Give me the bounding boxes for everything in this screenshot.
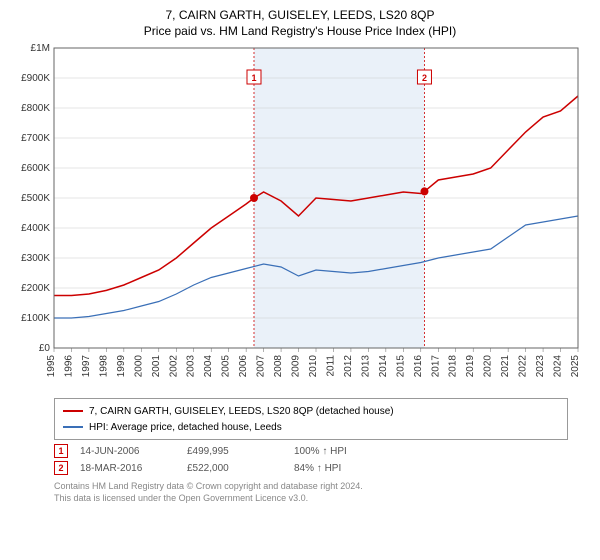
svg-text:£600K: £600K (21, 163, 50, 174)
svg-text:£1M: £1M (31, 43, 50, 54)
sale-price: £499,995 (187, 446, 282, 457)
sale-row-2: 2 18-MAR-2016 £522,000 84% ↑ HPI (54, 461, 588, 475)
legend-swatch (63, 426, 83, 428)
svg-text:1998: 1998 (98, 355, 109, 378)
svg-text:£400K: £400K (21, 223, 50, 234)
sale-pct: 100% ↑ HPI (294, 446, 389, 457)
sale-badge: 1 (54, 444, 68, 458)
svg-text:2014: 2014 (378, 355, 389, 378)
sale-date: 18-MAR-2016 (80, 463, 175, 474)
svg-text:2015: 2015 (395, 355, 406, 378)
svg-text:2019: 2019 (465, 355, 476, 378)
svg-text:£200K: £200K (21, 283, 50, 294)
sale-pct: 84% ↑ HPI (294, 463, 389, 474)
svg-text:1997: 1997 (81, 355, 92, 378)
svg-text:£800K: £800K (21, 103, 50, 114)
svg-text:2006: 2006 (238, 355, 249, 378)
svg-text:2000: 2000 (133, 355, 144, 378)
svg-text:1996: 1996 (63, 355, 74, 378)
svg-text:2011: 2011 (325, 355, 336, 377)
legend-label: HPI: Average price, detached house, Leed… (89, 422, 282, 433)
svg-text:£300K: £300K (21, 253, 50, 264)
svg-text:2021: 2021 (500, 355, 511, 378)
legend-label: 7, CAIRN GARTH, GUISELEY, LEEDS, LS20 8Q… (89, 406, 394, 417)
svg-text:2022: 2022 (518, 355, 529, 378)
page-subtitle: Price paid vs. HM Land Registry's House … (12, 24, 588, 38)
legend: 7, CAIRN GARTH, GUISELEY, LEEDS, LS20 8Q… (54, 398, 568, 440)
sale-badge: 2 (54, 461, 68, 475)
footer-line-1: Contains HM Land Registry data © Crown c… (54, 481, 588, 493)
svg-text:2016: 2016 (413, 355, 424, 378)
chart: £0 £100K £200K £300K £400K £500K £600K £700K £80… (12, 42, 588, 392)
svg-text:2020: 2020 (483, 355, 494, 378)
footer-line-2: This data is licensed under the Open Gov… (54, 493, 588, 505)
svg-text:2009: 2009 (291, 355, 302, 378)
svg-text:2008: 2008 (273, 355, 284, 378)
svg-text:£0: £0 (39, 343, 51, 354)
svg-text:2017: 2017 (430, 355, 441, 378)
sale-date: 14-JUN-2006 (80, 446, 175, 457)
svg-text:1999: 1999 (116, 355, 127, 378)
svg-text:2: 2 (422, 73, 427, 83)
legend-swatch (63, 410, 83, 412)
svg-text:2024: 2024 (553, 355, 564, 378)
svg-text:£100K: £100K (21, 313, 50, 324)
legend-item-property: 7, CAIRN GARTH, GUISELEY, LEEDS, LS20 8Q… (63, 403, 559, 419)
svg-text:2013: 2013 (360, 355, 371, 378)
svg-text:£500K: £500K (21, 193, 50, 204)
svg-text:2010: 2010 (308, 355, 319, 378)
legend-item-hpi: HPI: Average price, detached house, Leed… (63, 419, 559, 435)
svg-text:£700K: £700K (21, 133, 50, 144)
svg-text:2003: 2003 (186, 355, 197, 378)
svg-text:2025: 2025 (570, 355, 581, 378)
svg-text:£900K: £900K (21, 73, 50, 84)
svg-text:2012: 2012 (343, 355, 354, 378)
footer: Contains HM Land Registry data © Crown c… (54, 481, 588, 504)
svg-text:2005: 2005 (221, 355, 232, 378)
svg-text:2002: 2002 (168, 355, 179, 378)
svg-text:1: 1 (251, 73, 256, 83)
svg-text:2018: 2018 (448, 355, 459, 378)
svg-text:2023: 2023 (535, 355, 546, 378)
svg-text:2007: 2007 (256, 355, 267, 378)
svg-text:2004: 2004 (203, 355, 214, 378)
sale-price: £522,000 (187, 463, 282, 474)
page-title: 7, CAIRN GARTH, GUISELEY, LEEDS, LS20 8Q… (12, 8, 588, 22)
sale-row-1: 1 14-JUN-2006 £499,995 100% ↑ HPI (54, 444, 588, 458)
svg-text:1995: 1995 (46, 355, 57, 378)
svg-text:2001: 2001 (151, 355, 162, 378)
